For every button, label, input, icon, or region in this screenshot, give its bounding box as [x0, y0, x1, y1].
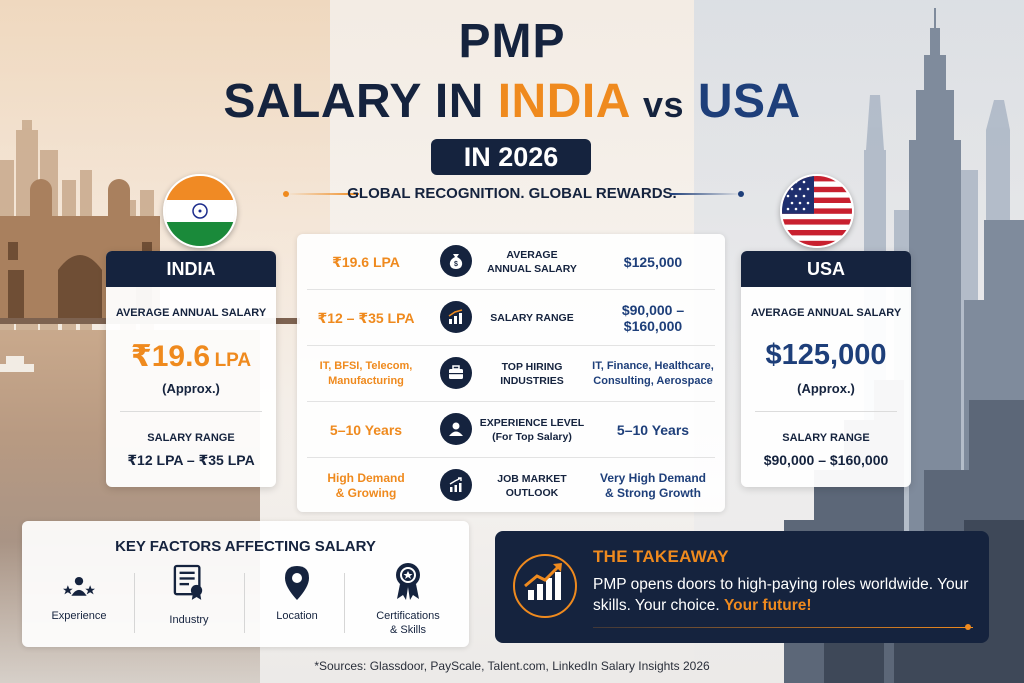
tagline-divider-left: [287, 193, 359, 195]
usa-experience-level: 5–10 Years: [616, 421, 690, 438]
sources-note: *Sources: Glassdoor, PayScale, Talent.co…: [314, 659, 710, 673]
factor-divider: [244, 573, 245, 633]
india-avg-label: AVERAGE ANNUAL SALARY: [115, 307, 267, 319]
usa-range-value: $90,000 – $160,000: [763, 452, 889, 468]
india-card-divider: [120, 411, 262, 412]
india-salary-range: ₹12 – ₹35 LPA: [317, 309, 415, 326]
title-pmp: PMP: [458, 15, 566, 68]
briefcase-icon: [440, 357, 472, 389]
factor-certifications: Certifications & Skills: [358, 563, 458, 641]
row-experience-level: 5–10 Years EXPERIENCE LEVEL (For Top Sal…: [297, 402, 725, 457]
usa-job-outlook: Very High Demand & Strong Growth: [599, 470, 707, 500]
tagline-divider-right: [670, 193, 742, 195]
india-card-header: INDIA: [106, 251, 276, 287]
takeaway-highlight: Your future!: [723, 597, 812, 614]
row-top-industries: IT, BFSI, Telecom, Manufacturing TOP HIR…: [297, 346, 725, 401]
trend-up-icon: [440, 469, 472, 501]
title-salary-line: SALARY IN INDIA vs USA: [0, 74, 1024, 129]
factor-industry: Industry: [139, 564, 239, 641]
title-india: INDIA: [497, 75, 630, 128]
award-ribbon-icon: [392, 563, 424, 601]
usa-approx: (Approx.): [797, 381, 855, 396]
title-vs: vs: [642, 84, 684, 125]
factor-certifications-label: Certifications & Skills: [376, 610, 440, 636]
year-badge: IN 2026: [431, 139, 591, 175]
tagline-dot-right: [738, 191, 744, 197]
india-average-salary: ₹19.6 LPA: [332, 253, 400, 270]
usa-card-header: USA: [741, 251, 911, 287]
india-experience-level: 5–10 Years: [329, 421, 403, 438]
people-stars-icon: [63, 565, 95, 601]
row-divider: [307, 345, 715, 346]
usa-avg-value: $125,000: [765, 339, 887, 371]
factor-industry-label: Industry: [169, 614, 209, 626]
key-factors-panel: KEY FACTORS AFFECTING SALARY Experience …: [22, 521, 469, 647]
india-range-label: SALARY RANGE: [147, 432, 235, 444]
factor-experience: Experience: [29, 565, 129, 641]
label-average-salary: AVERAGE ANNUAL SALARY: [487, 248, 577, 275]
usa-top-industries: IT, Finance, Healthcare, Consulting, Aer…: [592, 359, 714, 387]
india-flag-icon: [163, 174, 237, 248]
location-pin-icon: [281, 565, 313, 601]
takeaway-panel: THE TAKEAWAY PMP opens doors to high-pay…: [495, 531, 989, 643]
usa-avg-label: AVERAGE ANNUAL SALARY: [750, 307, 902, 319]
india-approx: (Approx.): [162, 381, 220, 396]
row-divider: [307, 289, 715, 290]
india-top-industries: IT, BFSI, Telecom, Manufacturing: [319, 359, 413, 387]
india-avg-unit: LPA: [214, 350, 252, 371]
title-usa: USA: [697, 75, 801, 128]
usa-card: USA AVERAGE ANNUAL SALARY $125,000 (Appr…: [741, 251, 911, 487]
usa-salary-range: $90,000 – $160,000: [621, 301, 685, 334]
row-salary-range: ₹12 – ₹35 LPA SALARY RANGE $90,000 – $16…: [297, 290, 725, 345]
key-factors-title: KEY FACTORS AFFECTING SALARY: [115, 538, 376, 555]
tagline-dot-left: [283, 191, 289, 197]
factor-experience-label: Experience: [51, 610, 107, 622]
takeaway-title: THE TAKEAWAY: [593, 547, 729, 566]
india-avg-amount: ₹19.6: [130, 340, 211, 373]
row-average-salary: ₹19.6 LPA $ AVERAGE ANNUAL SALARY $125,0…: [297, 234, 725, 289]
factor-divider: [344, 573, 345, 633]
usa-range-label: SALARY RANGE: [782, 432, 870, 444]
title-salary-in: SALARY IN: [223, 75, 484, 128]
usa-flag-icon: [780, 174, 854, 248]
takeaway-dot: [965, 624, 971, 630]
bar-chart-icon: [440, 301, 472, 333]
person-icon: [440, 413, 472, 445]
takeaway-text: PMP opens doors to high-paying roles wor…: [593, 574, 983, 616]
comparison-table: ₹19.6 LPA $ AVERAGE ANNUAL SALARY $125,0…: [297, 234, 725, 512]
india-card: INDIA AVERAGE ANNUAL SALARY ₹19.6 LPA (A…: [106, 251, 276, 487]
row-job-outlook: High Demand & Growing JOB MARKET OUTLOOK…: [297, 458, 725, 513]
factor-divider: [134, 573, 135, 633]
factor-location-label: Location: [276, 610, 318, 622]
certificate-icon: [173, 564, 205, 601]
label-job-outlook: JOB MARKET OUTLOOK: [497, 472, 567, 499]
label-salary-range: SALARY RANGE: [490, 311, 574, 324]
factor-location: Location: [247, 565, 347, 641]
india-job-outlook: High Demand & Growing: [327, 470, 405, 500]
usa-card-divider: [755, 411, 897, 412]
india-range-value: ₹12 LPA – ₹35 LPA: [127, 452, 255, 468]
label-experience-level: EXPERIENCE LEVEL (For Top Salary): [479, 416, 585, 443]
svg-text:$: $: [454, 261, 458, 268]
usa-average-salary: $125,000: [623, 253, 683, 270]
growth-chart-icon: [513, 554, 577, 618]
money-bag-icon: $: [440, 245, 472, 277]
india-avg-value: ₹19.6 LPA: [106, 339, 276, 374]
row-divider: [307, 457, 715, 458]
tagline: GLOBAL RECOGNITION. GLOBAL REWARDS.: [347, 185, 677, 202]
takeaway-divider: [593, 627, 973, 628]
takeaway-body: PMP opens doors to high-paying roles wor…: [593, 576, 969, 614]
row-divider: [307, 401, 715, 402]
label-top-industries: TOP HIRING INDUSTRIES: [500, 360, 564, 387]
